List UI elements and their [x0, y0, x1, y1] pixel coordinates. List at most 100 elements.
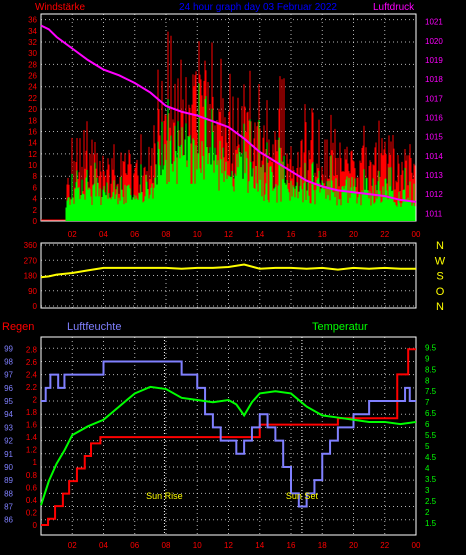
rain-y-tick-label: 1.8 [26, 408, 38, 417]
wind-direction-y-axis-labels: 360 270 180 90 0 [24, 241, 38, 311]
humidity-y-tick-label: 96 [4, 384, 13, 393]
rain-y-tick-label: 0.2 [26, 508, 38, 517]
climate-x-axis-labels: 02 04 06 08 10 12 14 16 18 20 22 00 [68, 541, 421, 550]
humidity-y-tick-label: 94 [4, 410, 13, 419]
temperature-y-axis-labels: 9.5 9 8.5 8 7.5 7 6.5 6 5.5 5 4.5 4 3.5 3 2.5 2 1.5 [425, 343, 437, 527]
humidity-y-axis-labels: 99 98 97 96 95 94 93 92 91 90 89 88 87 86 [4, 344, 13, 524]
pressure-title: Luftdruck [373, 2, 415, 13]
humidity-y-tick-label: 87 [4, 503, 13, 512]
wind-y-tick-label: 28 [28, 60, 37, 69]
wind-direction-y-tick-label: 360 [24, 241, 38, 250]
sunset-label: Sun Set [286, 491, 319, 501]
rain-y-tick-label: 2.4 [26, 370, 38, 379]
rain-y-tick-label: 1.6 [26, 421, 38, 430]
wind-average-bars [65, 83, 416, 221]
wind-title: Windstärke [35, 2, 85, 13]
rain-line [41, 348, 416, 526]
wind-x-tick-label: 14 [255, 230, 264, 239]
wind-y-tick-label: 16 [28, 127, 37, 136]
wind-x-tick-label: 08 [162, 230, 171, 239]
temperature-y-tick-label: 7 [425, 398, 430, 407]
wind-direction-y-tick-label: 270 [24, 256, 38, 265]
humidity-title: Luftfeuchte [67, 321, 121, 333]
temperature-y-tick-label: 8.5 [425, 365, 437, 374]
wind-x-tick-label: 18 [318, 230, 327, 239]
wind-x-tick-label: 06 [130, 230, 139, 239]
humidity-y-tick-label: 95 [4, 397, 13, 406]
rain-y-tick-label: 2.8 [26, 345, 38, 354]
temperature-y-tick-label: 5.5 [425, 431, 437, 440]
wind-y-tick-label: 4 [33, 195, 38, 204]
temperature-y-tick-label: 2.5 [425, 497, 437, 506]
rain-title: Regen [2, 321, 34, 333]
compass-label: O [436, 286, 445, 298]
rain-y-axis-labels: 2.8 2.6 2.4 2.2 2 1.8 1.6 1.4 1.2 1 0.8 0.6 0.4 0.2 0 [26, 345, 38, 530]
humidity-y-tick-label: 92 [4, 437, 13, 446]
compass-label: N [436, 301, 444, 313]
climate-x-tick-label: 06 [130, 541, 139, 550]
wind-x-tick-label: 10 [193, 230, 202, 239]
climate-x-tick-label: 00 [412, 541, 421, 550]
wind-direction-y-tick-label: 90 [28, 287, 37, 296]
wind-y-tick-label: 18 [28, 116, 37, 125]
pressure-y-tick-label: 1018 [425, 75, 443, 84]
pressure-y-tick-label: 1016 [425, 114, 443, 123]
climate-x-tick-label: 14 [255, 541, 264, 550]
rain-y-tick-label: 2.2 [26, 383, 38, 392]
humidity-y-tick-label: 98 [4, 357, 13, 366]
wind-direction-y-tick-label: 180 [24, 272, 38, 281]
temperature-y-tick-label: 4 [425, 464, 430, 473]
temperature-y-tick-label: 6.5 [425, 409, 437, 418]
climate-x-tick-label: 20 [349, 541, 358, 550]
temperature-y-tick-label: 8 [425, 376, 430, 385]
pressure-y-tick-label: 1017 [425, 94, 443, 103]
compass-label: W [435, 255, 446, 267]
pressure-line [40, 24, 417, 203]
climate-x-tick-label: 02 [68, 541, 77, 550]
temperature-y-tick-label: 7.5 [425, 387, 437, 396]
wind-y-tick-label: 36 [28, 16, 37, 25]
temperature-y-tick-label: 5 [425, 442, 430, 451]
compass-label: N [436, 240, 444, 252]
wind-y-tick-label: 6 [33, 183, 38, 192]
temperature-y-tick-label: 4.5 [425, 453, 437, 462]
climate-x-tick-label: 16 [287, 541, 296, 550]
wind-x-tick-label: 12 [224, 230, 233, 239]
wind-y-tick-label: 10 [28, 161, 37, 170]
humidity-line [41, 360, 416, 508]
wind-direction-line [40, 263, 416, 279]
sunrise-label: Sun Rise [146, 491, 183, 501]
wind-y-tick-label: 32 [28, 38, 37, 47]
temperature-y-tick-label: 3 [425, 486, 430, 495]
wind-y-tick-label: 8 [33, 172, 38, 181]
wind-y-tick-label: 0 [33, 217, 38, 226]
temperature-y-tick-label: 9 [425, 354, 430, 363]
temperature-y-tick-label: 2 [425, 508, 430, 517]
humidity-y-tick-label: 99 [4, 344, 13, 353]
pressure-y-tick-label: 1013 [425, 171, 443, 180]
rain-y-tick-label: 1.4 [26, 433, 38, 442]
wind-y-tick-label: 2 [33, 206, 38, 215]
pressure-y-tick-label: 1021 [425, 18, 443, 27]
temperature-y-tick-label: 6 [425, 420, 430, 429]
temperature-y-tick-label: 9.5 [425, 343, 437, 352]
wind-y-tick-label: 26 [28, 72, 37, 81]
wind-y-tick-label: 20 [28, 105, 37, 114]
rain-y-tick-label: 1.2 [26, 446, 38, 455]
wind-y-tick-label: 14 [28, 139, 37, 148]
rain-y-tick-label: 0 [33, 521, 38, 530]
pressure-y-tick-label: 1015 [425, 133, 443, 142]
temperature-title: Temperatur [312, 321, 368, 333]
chart-title: 24 hour graph day 03 Februar 2022 [179, 2, 337, 13]
climate-x-tick-label: 12 [224, 541, 233, 550]
wind-y-tick-label: 24 [28, 83, 37, 92]
pressure-y-tick-label: 1019 [425, 56, 443, 65]
wind-y-tick-label: 34 [28, 27, 37, 36]
wind-x-tick-label: 16 [287, 230, 296, 239]
pressure-y-axis-labels: 1021 1020 1019 1018 1017 1016 1015 1014 1013 1012… [425, 18, 443, 219]
pressure-y-tick-label: 1020 [425, 37, 443, 46]
compass-label: S [436, 271, 443, 283]
climate-x-tick-label: 18 [318, 541, 327, 550]
